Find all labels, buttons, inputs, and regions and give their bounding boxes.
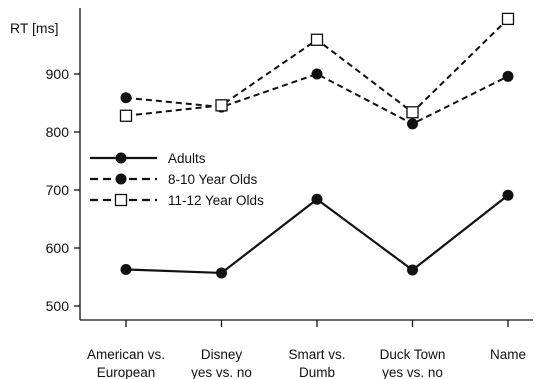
data-point — [407, 264, 418, 276]
legend-label: 11-12 Year Olds — [168, 193, 264, 208]
x-tick-label: Disney yes vs. no — [191, 347, 252, 379]
data-point — [310, 33, 324, 46]
legend-label: Adults — [168, 151, 206, 166]
y-tick-label: 800 — [46, 124, 70, 140]
y-axis-label: RT [ms] — [10, 20, 59, 36]
y-tick-label: 500 — [46, 298, 70, 314]
series-layer — [119, 12, 515, 279]
data-point — [216, 267, 227, 279]
legend-entry: Adults — [90, 151, 206, 166]
x-tick-label: American vs. European — [87, 347, 165, 379]
data-point — [502, 70, 514, 82]
data-point — [215, 99, 228, 112]
legend-marker — [114, 193, 128, 207]
y-tick-label: 600 — [46, 240, 70, 256]
series-1 — [120, 68, 514, 130]
y-tick-label: 700 — [46, 182, 70, 198]
legend-entry: 8-10 Year Olds — [90, 172, 258, 187]
legend-marker — [115, 173, 127, 185]
legend-label: 8-10 Year Olds — [168, 172, 258, 187]
x-tick-label: Smart vs. Dumb — [288, 347, 345, 379]
axes: 500 600 700 800 900 American vs. European Disne… — [46, 8, 533, 379]
series-0 — [120, 189, 514, 279]
data-point — [501, 12, 515, 26]
legend: Adults 8-10 Year Olds 11-12 Year Olds — [90, 151, 264, 208]
y-tick-label: 900 — [46, 66, 70, 82]
series-line — [125, 18, 509, 117]
data-point — [120, 263, 132, 275]
data-point — [407, 118, 418, 130]
legend-entry: 11-12 Year Olds — [90, 193, 264, 208]
data-point — [311, 68, 323, 80]
x-tick-label: Name — [490, 347, 526, 362]
data-point — [120, 92, 132, 104]
data-point — [119, 109, 133, 122]
data-point — [311, 193, 323, 205]
x-tick-label: Duck Town yes vs. no — [380, 347, 446, 379]
data-point — [502, 189, 514, 201]
data-point — [406, 106, 419, 119]
series-line — [125, 72, 509, 126]
series-2 — [119, 12, 515, 122]
legend-marker — [115, 152, 127, 164]
